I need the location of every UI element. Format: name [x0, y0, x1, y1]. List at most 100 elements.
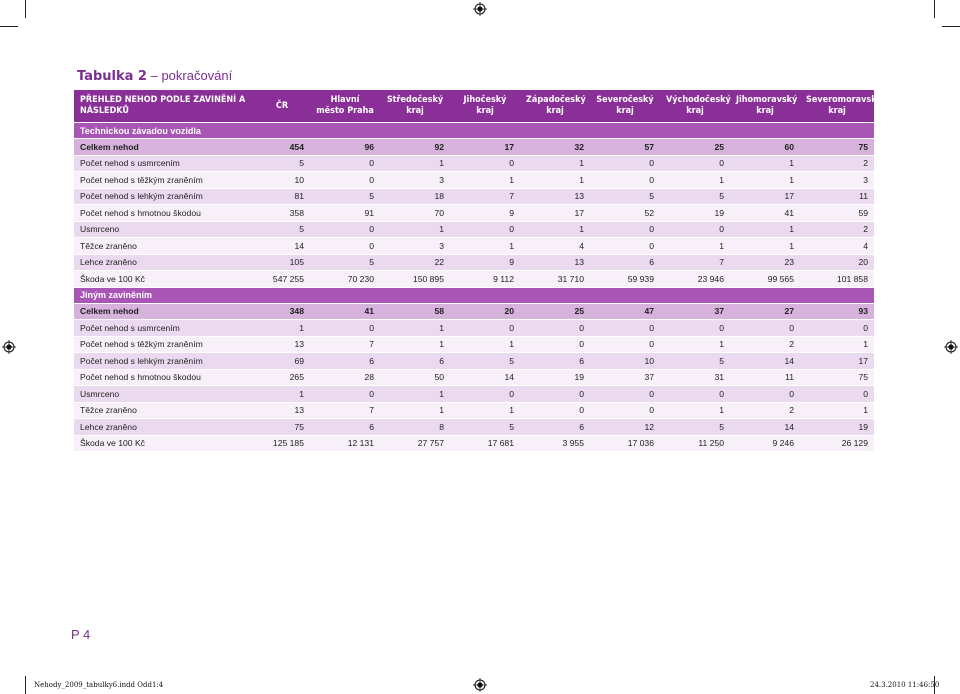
table-cell: 1 [380, 402, 450, 419]
table-cell: 358 [254, 204, 310, 222]
table-cell: 1 [380, 319, 450, 337]
table-cell: 75 [800, 369, 874, 386]
header-cell: Jihomoravský kraj [730, 90, 800, 123]
table-cell: 1 [380, 155, 450, 172]
row-label: Počet nehod s usmrcením [74, 319, 254, 337]
table-cell: 14 [730, 418, 800, 436]
table-cell: 3 955 [520, 435, 590, 452]
table-cell: 0 [450, 155, 520, 172]
table-row: Počet nehod s těžkým zraněním 13 7 1 1 0 0 1 2 1 [74, 336, 874, 353]
table-cell: 13 [254, 402, 310, 419]
section-row: Technickou závadou vozidla [74, 122, 874, 139]
table-cell: 93 [800, 303, 874, 320]
table-cell: 0 [450, 221, 520, 238]
table-cell: 6 [310, 418, 380, 436]
table-cell: 52 [590, 204, 660, 222]
table-cell: 1 [800, 336, 874, 353]
table-cell: 0 [520, 336, 590, 353]
table-cell: 28 [310, 369, 380, 386]
table-title: Tabulka 2 – pokračování [77, 68, 232, 84]
header-cell: Jihočeský kraj [450, 90, 520, 123]
table-cell: 1 [730, 155, 800, 172]
table-cell: 0 [660, 221, 730, 238]
table-cell: 23 946 [660, 270, 730, 288]
table-cell: 0 [310, 171, 380, 189]
row-label: Jiným zaviněním [74, 287, 874, 304]
accident-table: PŘEHLED NEHOD PODLE ZAVINĚNÍ A NÁSLEDKŮ Č… [74, 90, 882, 452]
page-number: P 4 [71, 627, 91, 642]
table-cell: 7 [660, 254, 730, 271]
table-cell: 348 [254, 303, 310, 320]
table-row: Těžce zraněno 13 7 1 1 0 0 1 2 1 [74, 402, 874, 419]
table-row: Škoda ve 100 Kč 125 185 12 131 27 757 17 681… [74, 435, 874, 452]
table-cell: 37 [660, 303, 730, 320]
table-cell: 1 [660, 171, 730, 189]
table-cell: 75 [800, 138, 874, 156]
table-cell: 0 [800, 385, 874, 403]
row-label: Celkem nehod [74, 138, 254, 156]
table-cell: 27 757 [380, 435, 450, 452]
table-cell: 1 [380, 221, 450, 238]
table-cell: 3 [380, 171, 450, 189]
table-cell: 18 [380, 188, 450, 205]
table-row: Usmrceno 5 0 1 0 1 0 0 1 2 [74, 221, 874, 238]
table-cell: 0 [520, 319, 590, 337]
table-cell: 7 [310, 336, 380, 353]
table-cell: 58 [380, 303, 450, 320]
table-cell: 25 [660, 138, 730, 156]
table-cell: 1 [520, 171, 590, 189]
table-cell: 150 895 [380, 270, 450, 288]
table-cell: 11 [800, 188, 874, 205]
table-cell: 1 [660, 237, 730, 255]
table-row: Lehce zraněno 75 6 8 5 6 12 5 14 19 [74, 418, 874, 436]
row-label: Lehce zraněno [74, 254, 254, 271]
table-cell: 5 [450, 352, 520, 370]
header-row: PŘEHLED NEHOD PODLE ZAVINĚNÍ A NÁSLEDKŮ Č… [74, 90, 882, 123]
table-cell: 1 [450, 171, 520, 189]
table-cell: 0 [590, 221, 660, 238]
table-cell: 47 [590, 303, 660, 320]
table-cell: 41 [310, 303, 380, 320]
table-cell: 1 [380, 385, 450, 403]
table-cell: 17 [450, 138, 520, 156]
table-cell: 10 [590, 352, 660, 370]
table-cell: 59 [800, 204, 874, 222]
table-cell: 22 [380, 254, 450, 271]
table-cell: 0 [800, 319, 874, 337]
table-cell: 27 [730, 303, 800, 320]
crop-mark [934, 676, 935, 694]
table-cell: 23 [730, 254, 800, 271]
table-cell: 59 939 [590, 270, 660, 288]
table-cell: 454 [254, 138, 310, 156]
table-cell: 0 [310, 319, 380, 337]
table-cell: 20 [800, 254, 874, 271]
table-cell: 1 [254, 319, 310, 337]
row-label: Počet nehod s lehkým zraněním [74, 188, 254, 205]
table-cell: 0 [590, 336, 660, 353]
table-cell: 3 [380, 237, 450, 255]
table-cell: 11 [730, 369, 800, 386]
table-cell: 17 [800, 352, 874, 370]
table-cell: 2 [730, 336, 800, 353]
table-cell: 91 [310, 204, 380, 222]
table-cell: 0 [730, 385, 800, 403]
table-cell: 81 [254, 188, 310, 205]
crop-mark [25, 0, 26, 18]
footer-filename: Nehody_2009_tabulky6.indd Odd1:4 [34, 681, 164, 689]
table-cell: 1 [660, 402, 730, 419]
table-cell: 0 [590, 402, 660, 419]
table-cell: 31 710 [520, 270, 590, 288]
table-cell: 26 129 [800, 435, 874, 452]
table-cell: 6 [520, 418, 590, 436]
header-cell: ČR [254, 90, 310, 123]
table-cell: 1 [800, 402, 874, 419]
table-cell: 0 [520, 385, 590, 403]
table-cell: 0 [310, 385, 380, 403]
row-label: Technickou závadou vozidla [74, 122, 874, 139]
table-cell: 5 [450, 418, 520, 436]
table-row: Počet nehod s hmotnou škodou 358 91 70 9 17 52… [74, 204, 874, 222]
row-label: Počet nehod s lehkým zraněním [74, 352, 254, 370]
table-cell: 31 [660, 369, 730, 386]
table-cell: 265 [254, 369, 310, 386]
table-cell: 5 [310, 254, 380, 271]
